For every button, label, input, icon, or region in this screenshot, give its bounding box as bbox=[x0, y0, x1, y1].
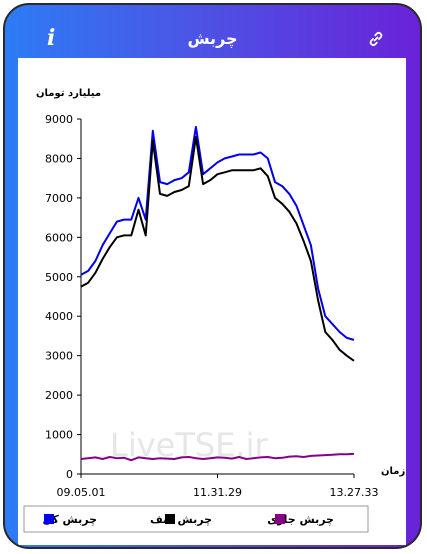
info-icon[interactable]: i bbox=[47, 25, 56, 51]
chart-panel: میلیارد تومان زمان LiveTSE.ir 0 1000 2000 3… bbox=[18, 58, 406, 545]
series-line-1 bbox=[80, 125, 355, 341]
legend-swatch-series-1 bbox=[44, 514, 54, 524]
x-axis-label: زمان bbox=[381, 466, 405, 477]
x-tick-label: 11.31.29 bbox=[193, 486, 242, 499]
page-title: چربش bbox=[187, 29, 238, 48]
link-icon[interactable] bbox=[367, 30, 385, 48]
y-tick-label: 1000 bbox=[45, 429, 73, 442]
legend-box bbox=[23, 505, 369, 533]
legend-label-series-2: چربش صف bbox=[150, 513, 212, 526]
series-line-3 bbox=[80, 452, 355, 462]
y-tick-label: 7000 bbox=[45, 192, 73, 205]
y-tick-label: 6000 bbox=[45, 231, 73, 244]
legend-swatch-series-2 bbox=[165, 514, 175, 524]
legend-swatch-series-3 bbox=[275, 514, 285, 524]
chart: میلیارد تومان زمان LiveTSE.ir 0100020003… bbox=[23, 88, 405, 533]
y-tick-label: 2000 bbox=[45, 389, 73, 402]
y-tick-label: 0 bbox=[66, 468, 73, 481]
y-tick-label: 4000 bbox=[45, 310, 73, 323]
legend-label-series-1: چربش کل bbox=[43, 513, 98, 526]
y-tick-label: 9000 bbox=[45, 113, 73, 126]
y-tick-label: 5000 bbox=[45, 271, 73, 284]
y-tick-label: 8000 bbox=[45, 152, 73, 165]
x-tick-label: 09.05.01 bbox=[57, 486, 106, 499]
y-tick-label: 3000 bbox=[45, 350, 73, 363]
series-line-2 bbox=[80, 135, 355, 362]
app-frame: i چربش میلیارد تومان زمان LiveTSE.ir 0 10… bbox=[3, 3, 422, 549]
y-axis-label: میلیارد تومان bbox=[36, 88, 101, 99]
x-tick-label: 13.27.33 bbox=[330, 486, 379, 499]
header: i چربش bbox=[5, 5, 420, 59]
